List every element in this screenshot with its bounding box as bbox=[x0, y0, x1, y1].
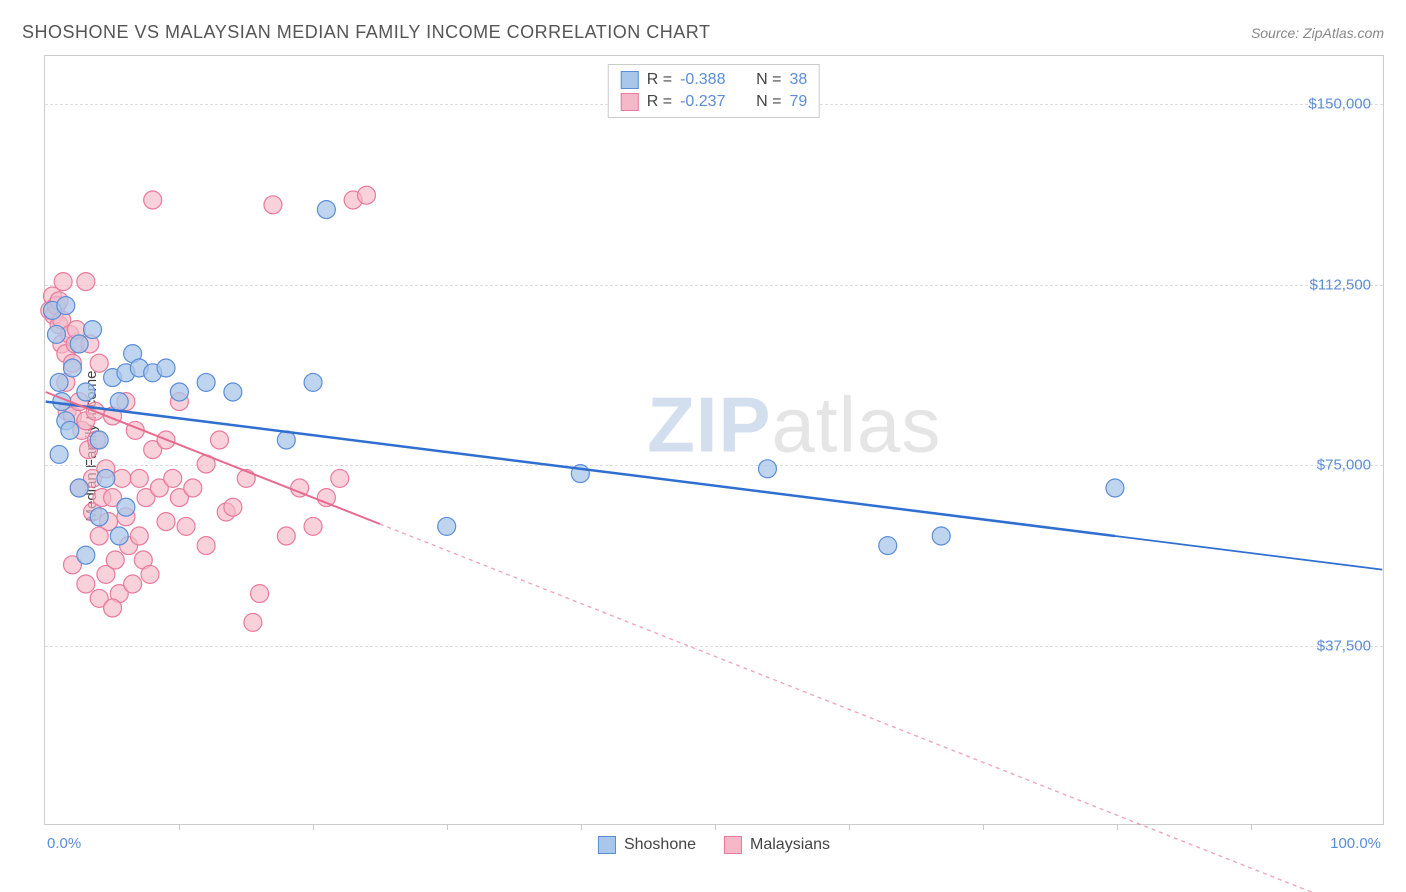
data-point bbox=[197, 373, 215, 391]
data-point bbox=[211, 431, 229, 449]
x-tick bbox=[983, 824, 984, 830]
data-point bbox=[144, 191, 162, 209]
x-tick bbox=[1117, 824, 1118, 830]
legend-label-malaysians: Malaysians bbox=[750, 836, 830, 854]
data-point bbox=[224, 498, 242, 516]
data-point bbox=[1106, 479, 1124, 497]
swatch-malaysians bbox=[621, 93, 639, 111]
r-value-malaysians: -0.237 bbox=[680, 93, 740, 111]
data-point bbox=[70, 335, 88, 353]
n-value-shoshone: 38 bbox=[789, 71, 807, 89]
data-point bbox=[317, 201, 335, 219]
data-point bbox=[224, 383, 242, 401]
data-point bbox=[50, 373, 68, 391]
data-point bbox=[77, 273, 95, 291]
chart-header: SHOSHONE VS MALAYSIAN MEDIAN FAMILY INCO… bbox=[22, 22, 1384, 43]
data-point bbox=[130, 469, 148, 487]
data-point bbox=[331, 469, 349, 487]
data-point bbox=[70, 479, 88, 497]
data-point bbox=[77, 383, 95, 401]
data-point bbox=[90, 431, 108, 449]
data-point bbox=[61, 421, 79, 439]
r-label: R = bbox=[647, 71, 672, 89]
swatch-malaysians bbox=[724, 836, 742, 854]
data-point bbox=[110, 527, 128, 545]
data-point bbox=[358, 186, 376, 204]
data-point bbox=[932, 527, 950, 545]
data-point bbox=[57, 297, 75, 315]
data-point bbox=[90, 354, 108, 372]
x-tick bbox=[1251, 824, 1252, 830]
x-tick bbox=[447, 824, 448, 830]
x-tick bbox=[715, 824, 716, 830]
swatch-shoshone bbox=[621, 71, 639, 89]
n-value-malaysians: 79 bbox=[789, 93, 807, 111]
data-point bbox=[170, 383, 188, 401]
data-point bbox=[63, 359, 81, 377]
data-point bbox=[97, 469, 115, 487]
r-value-shoshone: -0.388 bbox=[680, 71, 740, 89]
data-point bbox=[277, 527, 295, 545]
chart-plot-area: $37,500$75,000$112,500$150,000 ZIPatlas … bbox=[44, 55, 1384, 825]
data-point bbox=[130, 527, 148, 545]
r-label: R = bbox=[647, 93, 672, 111]
legend-label-shoshone: Shoshone bbox=[624, 836, 696, 854]
data-point bbox=[164, 469, 182, 487]
legend-item-malaysians: Malaysians bbox=[724, 836, 830, 854]
data-point bbox=[77, 575, 95, 593]
data-point bbox=[244, 613, 262, 631]
x-tick bbox=[849, 824, 850, 830]
data-point bbox=[438, 517, 456, 535]
x-axis-max-label: 100.0% bbox=[1330, 835, 1381, 852]
data-point bbox=[90, 508, 108, 526]
data-point bbox=[157, 513, 175, 531]
chart-source: Source: ZipAtlas.com bbox=[1251, 25, 1384, 41]
legend-correlation: R = -0.388 N = 38 R = -0.237 N = 79 bbox=[608, 64, 820, 118]
legend-series: Shoshone Malaysians bbox=[598, 836, 830, 854]
data-point bbox=[141, 565, 159, 583]
data-point bbox=[77, 546, 95, 564]
data-point bbox=[47, 325, 65, 343]
x-tick bbox=[313, 824, 314, 830]
data-point bbox=[54, 273, 72, 291]
scatter-svg bbox=[45, 56, 1383, 824]
data-point bbox=[110, 393, 128, 411]
data-point bbox=[124, 575, 142, 593]
data-point bbox=[758, 460, 776, 478]
data-point bbox=[104, 599, 122, 617]
trend-line-extrapolated bbox=[1115, 536, 1382, 570]
data-point bbox=[117, 498, 135, 516]
data-point bbox=[84, 321, 102, 339]
n-label: N = bbox=[756, 71, 781, 89]
x-axis-min-label: 0.0% bbox=[47, 835, 81, 852]
data-point bbox=[879, 537, 897, 555]
data-point bbox=[113, 469, 131, 487]
data-point bbox=[304, 517, 322, 535]
legend-row-malaysians: R = -0.237 N = 79 bbox=[621, 91, 807, 113]
chart-title: SHOSHONE VS MALAYSIAN MEDIAN FAMILY INCO… bbox=[22, 22, 710, 43]
legend-row-shoshone: R = -0.388 N = 38 bbox=[621, 69, 807, 91]
data-point bbox=[264, 196, 282, 214]
legend-item-shoshone: Shoshone bbox=[598, 836, 696, 854]
data-point bbox=[251, 585, 269, 603]
data-point bbox=[50, 445, 68, 463]
data-point bbox=[157, 359, 175, 377]
data-point bbox=[177, 517, 195, 535]
trend-line-extrapolated bbox=[380, 524, 1382, 892]
data-point bbox=[304, 373, 322, 391]
x-tick bbox=[179, 824, 180, 830]
data-point bbox=[106, 551, 124, 569]
n-label: N = bbox=[756, 93, 781, 111]
x-tick bbox=[581, 824, 582, 830]
data-point bbox=[197, 537, 215, 555]
swatch-shoshone bbox=[598, 836, 616, 854]
data-point bbox=[184, 479, 202, 497]
